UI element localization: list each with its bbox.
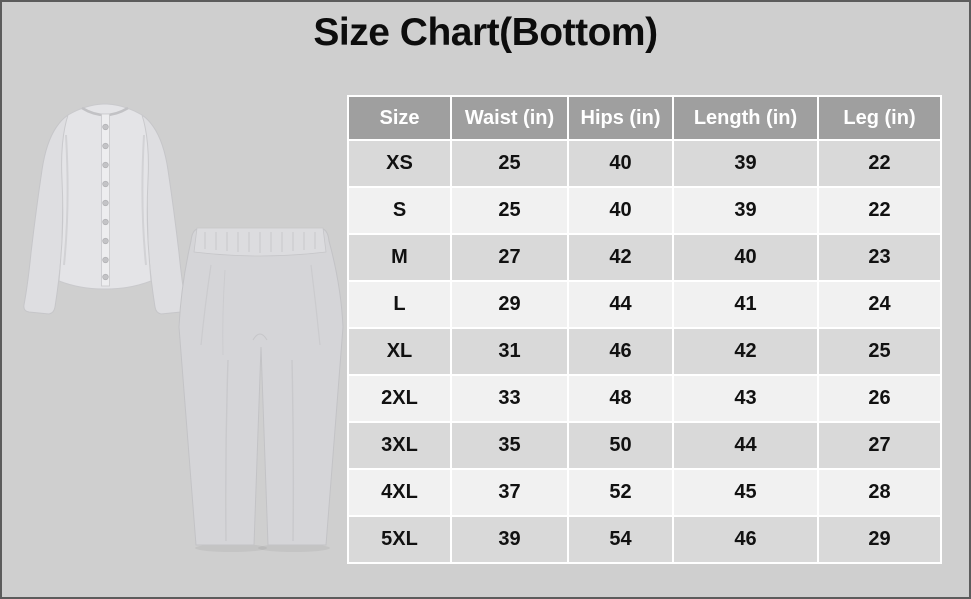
- value-cell: 29: [452, 282, 567, 327]
- value-cell: 54: [569, 517, 672, 562]
- value-cell: 42: [569, 235, 672, 280]
- size-cell: 4XL: [349, 470, 450, 515]
- table-row-5xl: 5XL 39 54 46 29: [349, 517, 940, 562]
- column-header-length: Length (in): [674, 97, 817, 139]
- column-header-size: Size: [349, 97, 450, 139]
- pants-illustration: [178, 227, 344, 552]
- value-cell: 52: [569, 470, 672, 515]
- value-cell: 33: [452, 376, 567, 421]
- size-cell: S: [349, 188, 450, 233]
- value-cell: 40: [674, 235, 817, 280]
- value-cell: 22: [819, 188, 940, 233]
- value-cell: 39: [452, 517, 567, 562]
- table-row-xs: XS 25 40 39 22: [349, 141, 940, 186]
- value-cell: 28: [819, 470, 940, 515]
- table-row-l: L 29 44 41 24: [349, 282, 940, 327]
- size-cell: XS: [349, 141, 450, 186]
- value-cell: 46: [674, 517, 817, 562]
- table-row-s: S 25 40 39 22: [349, 188, 940, 233]
- value-cell: 27: [819, 423, 940, 468]
- column-header-hips: Hips (in): [569, 97, 672, 139]
- size-cell: 2XL: [349, 376, 450, 421]
- value-cell: 44: [674, 423, 817, 468]
- table-row-2xl: 2XL 33 48 43 26: [349, 376, 940, 421]
- value-cell: 25: [819, 329, 940, 374]
- value-cell: 25: [452, 188, 567, 233]
- column-header-waist: Waist (in): [452, 97, 567, 139]
- size-chart-table: Size Waist (in) Hips (in) Length (in) Le…: [347, 95, 942, 564]
- size-cell: 3XL: [349, 423, 450, 468]
- table-row-4xl: 4XL 37 52 45 28: [349, 470, 940, 515]
- cardigan-illustration: [23, 103, 187, 315]
- value-cell: 42: [674, 329, 817, 374]
- size-cell: M: [349, 235, 450, 280]
- value-cell: 41: [674, 282, 817, 327]
- table-row-xl: XL 31 46 42 25: [349, 329, 940, 374]
- size-cell: L: [349, 282, 450, 327]
- value-cell: 48: [569, 376, 672, 421]
- table-row-3xl: 3XL 35 50 44 27: [349, 423, 940, 468]
- value-cell: 27: [452, 235, 567, 280]
- value-cell: 39: [674, 188, 817, 233]
- value-cell: 39: [674, 141, 817, 186]
- value-cell: 40: [569, 188, 672, 233]
- size-cell: 5XL: [349, 517, 450, 562]
- value-cell: 50: [569, 423, 672, 468]
- value-cell: 44: [569, 282, 672, 327]
- value-cell: 29: [819, 517, 940, 562]
- value-cell: 25: [452, 141, 567, 186]
- pants-product-image: [165, 215, 345, 590]
- header-row: Size Waist (in) Hips (in) Length (in) Le…: [349, 97, 940, 139]
- cardigan-product-image: [10, 85, 200, 330]
- size-cell: XL: [349, 329, 450, 374]
- page-title: Size Chart(Bottom): [313, 11, 658, 54]
- column-header-leg: Leg (in): [819, 97, 940, 139]
- value-cell: 26: [819, 376, 940, 421]
- value-cell: 23: [819, 235, 940, 280]
- table-row-m: M 27 42 40 23: [349, 235, 940, 280]
- value-cell: 24: [819, 282, 940, 327]
- value-cell: 31: [452, 329, 567, 374]
- value-cell: 35: [452, 423, 567, 468]
- value-cell: 45: [674, 470, 817, 515]
- value-cell: 43: [674, 376, 817, 421]
- value-cell: 46: [569, 329, 672, 374]
- value-cell: 37: [452, 470, 567, 515]
- value-cell: 40: [569, 141, 672, 186]
- value-cell: 22: [819, 141, 940, 186]
